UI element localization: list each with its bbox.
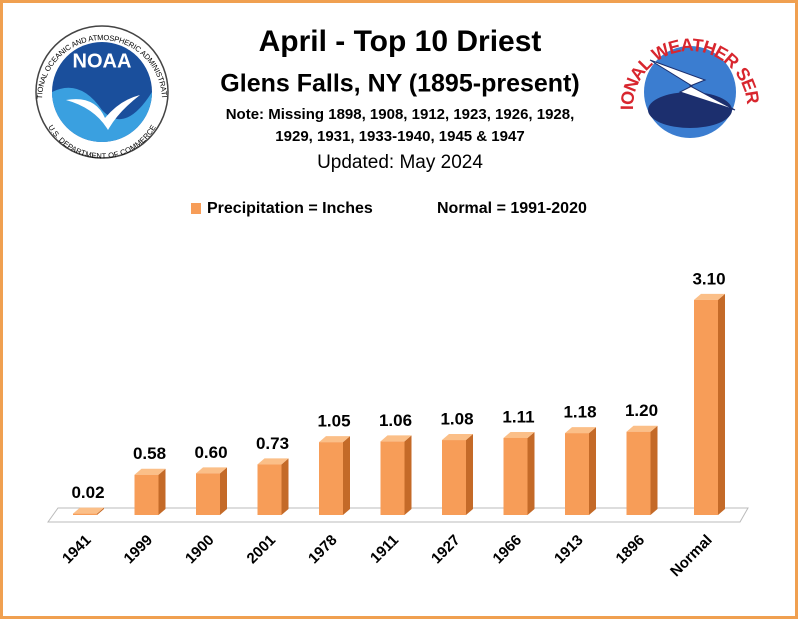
bar (380, 441, 405, 515)
bar-top (694, 293, 725, 300)
bar (134, 474, 159, 515)
chart-subtitle: Glens Falls, NY (1895-present) (220, 70, 579, 98)
legend-swatch (191, 203, 201, 214)
bar-top (257, 458, 289, 465)
value-label: 1.18 (563, 403, 596, 422)
value-label: 1.11 (502, 407, 534, 426)
bar-side (281, 458, 289, 515)
bar-side (650, 425, 658, 515)
bar-top (73, 507, 104, 514)
bar-side (343, 436, 350, 515)
bar-side (589, 427, 596, 515)
bar (565, 433, 589, 515)
bar-side (220, 467, 227, 515)
value-label: 0.73 (256, 434, 289, 453)
bar-side (466, 434, 473, 515)
value-label: 0.60 (194, 443, 227, 462)
bar-side (97, 507, 104, 515)
bar-top (503, 431, 535, 438)
bar (319, 442, 343, 515)
value-label: 3.10 (692, 269, 725, 288)
legend-label: Precipitation = Inches (207, 200, 373, 217)
bar-top (196, 467, 227, 474)
bar-side (527, 431, 535, 515)
bar (196, 473, 220, 515)
bar (694, 299, 718, 515)
bar (257, 464, 282, 515)
noaa-text: NOAA (73, 50, 132, 72)
value-label: 1.08 (440, 410, 473, 429)
bar-top (319, 436, 350, 443)
bar-side (718, 293, 725, 515)
note: Note: Missing 1898, 1908, 1912, 1923, 19… (226, 106, 575, 123)
bar-side (404, 435, 412, 515)
chart-title: April - Top 10 Driest (259, 25, 542, 58)
bar (626, 431, 651, 515)
value-label: 1.20 (625, 401, 658, 420)
bar (503, 437, 528, 515)
bar-top (565, 427, 596, 434)
bar (442, 440, 466, 515)
legend-label: Normal = 1991-2020 (437, 200, 587, 217)
value-label: 0.02 (71, 483, 104, 502)
value-label: 1.06 (379, 411, 412, 430)
bar (73, 513, 97, 515)
value-label: 0.58 (133, 444, 166, 463)
note: 1929, 1931, 1933-1940, 1945 & 1947 (275, 128, 524, 145)
bar-top (626, 425, 658, 432)
bar-top (380, 435, 412, 442)
updated: Updated: May 2024 (317, 152, 483, 173)
value-label: 1.05 (317, 412, 350, 431)
bar-side (158, 468, 166, 515)
bar-top (134, 468, 166, 475)
bar-top (442, 434, 473, 441)
